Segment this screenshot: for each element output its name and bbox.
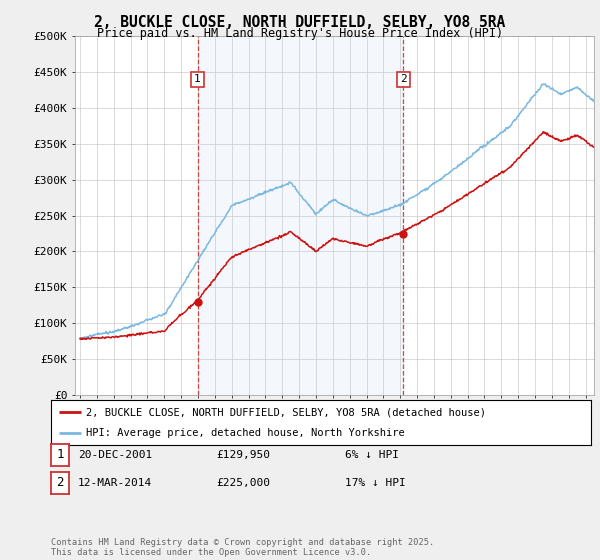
Text: 2, BUCKLE CLOSE, NORTH DUFFIELD, SELBY, YO8 5RA (detached house): 2, BUCKLE CLOSE, NORTH DUFFIELD, SELBY, … — [86, 408, 486, 418]
Text: 6% ↓ HPI: 6% ↓ HPI — [345, 450, 399, 460]
Text: 2, BUCKLE CLOSE, NORTH DUFFIELD, SELBY, YO8 5RA: 2, BUCKLE CLOSE, NORTH DUFFIELD, SELBY, … — [94, 15, 506, 30]
Text: 20-DEC-2001: 20-DEC-2001 — [78, 450, 152, 460]
Text: 12-MAR-2014: 12-MAR-2014 — [78, 478, 152, 488]
Text: 1: 1 — [194, 74, 201, 85]
Text: 17% ↓ HPI: 17% ↓ HPI — [345, 478, 406, 488]
Text: £225,000: £225,000 — [216, 478, 270, 488]
Text: Price paid vs. HM Land Registry's House Price Index (HPI): Price paid vs. HM Land Registry's House … — [97, 27, 503, 40]
Text: 1: 1 — [56, 448, 64, 461]
Text: £129,950: £129,950 — [216, 450, 270, 460]
Text: 2: 2 — [56, 476, 64, 489]
Text: HPI: Average price, detached house, North Yorkshire: HPI: Average price, detached house, Nort… — [86, 428, 405, 438]
Bar — [197, 36, 403, 395]
Text: Contains HM Land Registry data © Crown copyright and database right 2025.
This d: Contains HM Land Registry data © Crown c… — [51, 538, 434, 557]
Text: 2: 2 — [400, 74, 407, 85]
